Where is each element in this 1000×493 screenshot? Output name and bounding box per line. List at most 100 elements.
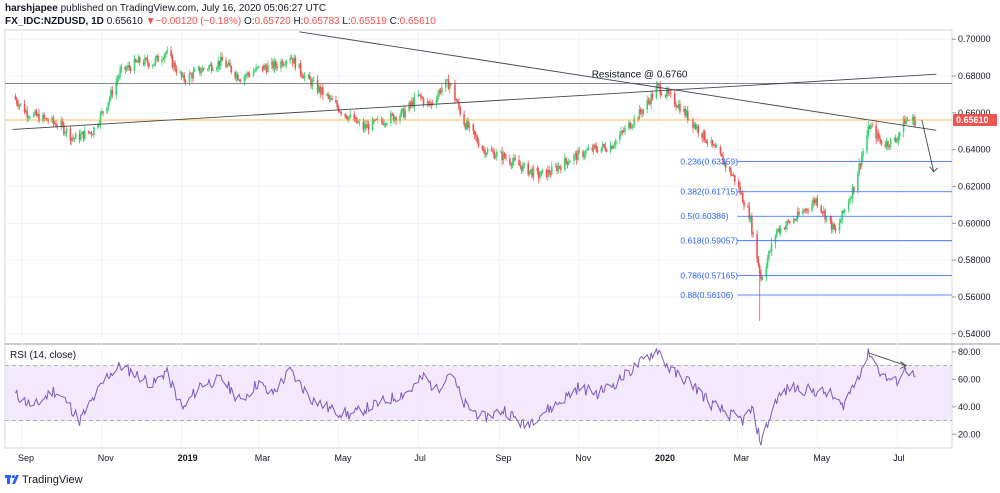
date-axis-label: Nov [98, 453, 115, 463]
candle-body [456, 101, 459, 102]
last-price-badge [953, 114, 997, 127]
candle-body [887, 141, 889, 147]
tradingview-brand[interactable]: TradingView [22, 474, 83, 486]
candle-body [391, 113, 393, 115]
candle-body [145, 57, 148, 59]
candle-body [537, 170, 540, 178]
candle-body [545, 169, 548, 178]
candle-body [273, 61, 276, 69]
candle-body [761, 277, 764, 280]
candle-body [19, 103, 22, 105]
candle-body [722, 156, 724, 165]
candle-body [234, 72, 237, 78]
candle-body [148, 63, 150, 67]
candle-body [322, 87, 324, 96]
candle-body [664, 95, 667, 97]
candle-body [775, 230, 778, 237]
candle-body [136, 61, 138, 63]
candle-body [830, 220, 833, 230]
candle-body [840, 219, 842, 223]
candle-body [770, 243, 773, 252]
candle-body [728, 167, 731, 170]
candle-body [549, 173, 552, 175]
candle-body [206, 69, 209, 70]
candle-body [179, 72, 182, 74]
candle-body [858, 163, 860, 174]
candle-body [386, 123, 388, 125]
candle-body [336, 102, 339, 108]
candle-body [622, 131, 625, 133]
candle-body [493, 151, 495, 159]
candle-body [821, 211, 824, 214]
candle-body [246, 72, 248, 76]
candle-body [611, 145, 613, 149]
rsi-axis-label: 40.00 [958, 402, 981, 412]
publisher-name[interactable]: harshjapee [5, 3, 58, 14]
candle-body [633, 117, 635, 125]
high-value: 0.65783 [303, 16, 340, 27]
price-axis-label: 0.62000 [958, 182, 991, 192]
candle-body [913, 116, 915, 125]
candle-body [766, 258, 769, 267]
fib-level-label: 0.5(0.60386) [680, 211, 728, 221]
candle-body [439, 90, 442, 93]
candle-body [133, 59, 136, 71]
candle-body [586, 149, 588, 151]
candle-body [685, 110, 688, 116]
candle-body [192, 71, 195, 79]
candle-body [656, 84, 659, 87]
candle-body [518, 159, 520, 166]
candle-body [803, 210, 805, 212]
candle-body [93, 127, 95, 135]
candle-body [64, 132, 66, 134]
candle-body [824, 210, 826, 220]
candle-body [792, 219, 795, 223]
candle-body [271, 61, 273, 65]
candle-body [850, 198, 853, 199]
candle-body [201, 68, 204, 72]
candle-body [111, 90, 114, 95]
date-axis-label: Jul [893, 453, 905, 463]
candle-body [18, 104, 21, 107]
candle-body [547, 169, 549, 178]
candle-body [431, 102, 434, 104]
candle-body [594, 145, 596, 147]
candle-body [235, 73, 238, 78]
candle-body [209, 64, 212, 67]
candle-body [829, 216, 832, 221]
candle-body [807, 210, 809, 211]
candle-body [247, 72, 250, 75]
candle-body [710, 140, 713, 143]
candle-body [365, 124, 367, 128]
candle-body [796, 211, 799, 219]
candle-body [265, 67, 268, 72]
resistance-label: Resistance @ 0.6760 [592, 69, 688, 80]
candle-body [481, 146, 484, 150]
candle-body [345, 115, 348, 119]
chart-canvas[interactable]: 0.70000 0.68000 0.66000 0.64000 0.62000 0.600… [0, 0, 1000, 470]
candle-body [605, 150, 608, 152]
candle-body [375, 119, 378, 120]
candle-body [743, 202, 745, 207]
candle-body [632, 124, 634, 127]
symbol-label[interactable]: FX_IDC:NZDUSD, 1D [5, 16, 104, 27]
candle-body [42, 114, 44, 122]
candle-body [403, 108, 405, 118]
candle-body [137, 57, 140, 63]
fib-level-label: 0.786(0.57165) [680, 271, 738, 281]
fib-level-label: 0.618(0.59057) [680, 236, 738, 246]
candle-body [465, 121, 468, 129]
candle-body [65, 129, 68, 133]
candle-body [756, 234, 758, 260]
candle-body [870, 125, 872, 129]
candle-body [319, 86, 322, 94]
candle-body [184, 80, 187, 83]
candle-body [592, 145, 595, 151]
candle-body [494, 156, 497, 159]
candle-body [274, 61, 277, 67]
ascending-trendline [12, 73, 937, 130]
candle-body [532, 167, 535, 177]
candle-body [749, 216, 752, 219]
last-price-value: 0.65610 [106, 16, 143, 27]
candle-body [889, 139, 892, 147]
